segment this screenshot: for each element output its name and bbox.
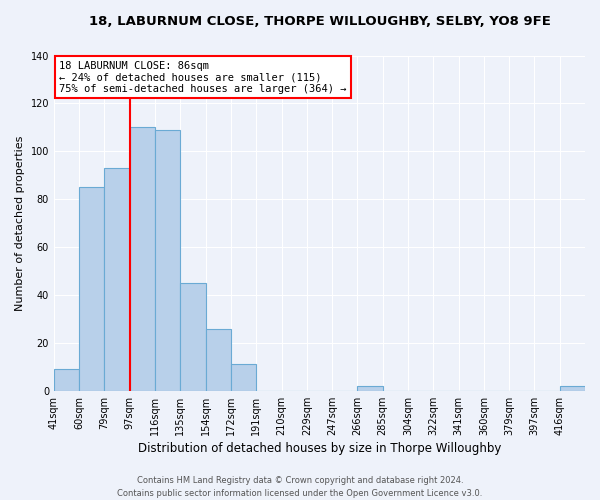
Text: Contains HM Land Registry data © Crown copyright and database right 2024.
Contai: Contains HM Land Registry data © Crown c… <box>118 476 482 498</box>
Bar <box>358 386 383 391</box>
Bar <box>79 188 104 391</box>
Bar <box>155 130 181 391</box>
Bar <box>130 128 155 391</box>
Bar <box>206 328 231 391</box>
Bar <box>104 168 130 391</box>
Text: 18 LABURNUM CLOSE: 86sqm
← 24% of detached houses are smaller (115)
75% of semi-: 18 LABURNUM CLOSE: 86sqm ← 24% of detach… <box>59 60 347 94</box>
Bar <box>560 386 585 391</box>
Bar <box>181 283 206 391</box>
X-axis label: Distribution of detached houses by size in Thorpe Willoughby: Distribution of detached houses by size … <box>138 442 501 455</box>
Bar <box>54 370 79 391</box>
Y-axis label: Number of detached properties: Number of detached properties <box>15 136 25 311</box>
Title: 18, LABURNUM CLOSE, THORPE WILLOUGHBY, SELBY, YO8 9FE: 18, LABURNUM CLOSE, THORPE WILLOUGHBY, S… <box>89 15 550 28</box>
Bar <box>231 364 256 391</box>
